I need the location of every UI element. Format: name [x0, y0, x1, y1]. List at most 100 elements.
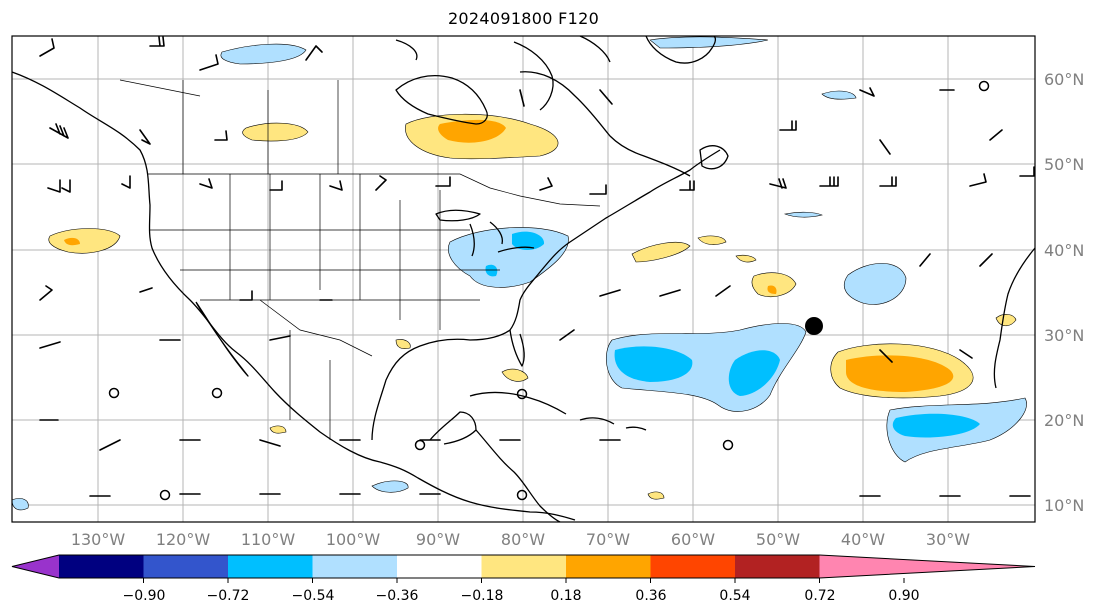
pos-anomaly-carib	[647, 491, 665, 500]
lake-erie	[497, 246, 535, 253]
pos-anomaly-mid1-core	[767, 285, 777, 294]
pos-anomaly-nw	[242, 122, 309, 142]
wind-barbs	[39, 36, 1035, 497]
pos-anomaly-pacific-core	[64, 237, 80, 246]
lat-label: 40°N	[1044, 241, 1084, 260]
coastlines	[11, 35, 1036, 523]
lon-axis-labels: 130°W 120°W 110°W 100°W 90°W 80°W 70°W 6…	[71, 530, 970, 549]
boundaries	[119, 79, 601, 440]
colorbar: −0.90 −0.72 −0.54 −0.36 −0.18 0.18 0.36 …	[11, 554, 1036, 604]
lon-label: 40°W	[841, 530, 885, 549]
neg-anomaly-atlantic-core	[614, 346, 693, 382]
colorbar-tick-label: 0.90	[888, 588, 919, 604]
lon-label: 80°W	[501, 530, 545, 549]
baja	[195, 301, 249, 377]
colorbar-tick-label: −0.90	[123, 588, 166, 604]
pos-anomaly-gulf	[501, 368, 529, 382]
colorbar-segment	[312, 555, 398, 578]
central-america	[475, 429, 561, 523]
newfoundland	[699, 145, 729, 170]
calm-markers	[108, 80, 990, 501]
colorbar-tick-label: 0.36	[635, 588, 666, 604]
lon-label: 60°W	[671, 530, 715, 549]
map-panel	[11, 35, 1036, 523]
arctic-2	[513, 41, 554, 111]
na-west-coast	[11, 71, 576, 521]
neg-anomaly-coast	[11, 498, 29, 511]
colorbar-tick-label: −0.72	[207, 588, 250, 604]
pos-anomaly-east-core	[846, 355, 954, 392]
arctic-3	[579, 35, 611, 63]
storm-marker	[805, 317, 823, 335]
hudson-bay	[395, 75, 488, 125]
pos-anomaly-hudson-core	[438, 119, 506, 143]
lon-label: 90°W	[416, 530, 460, 549]
neg-anomaly-east-core	[892, 413, 980, 438]
lon-label: 110°W	[241, 530, 296, 549]
neg-anomaly-band-north	[783, 211, 823, 218]
lat-label: 50°N	[1044, 155, 1084, 174]
neg-anomaly-atlantic-core2	[728, 350, 780, 396]
colorbar-tick-label: −0.18	[461, 588, 504, 604]
colorbar-segment	[566, 555, 651, 578]
neg-anomaly-lakes-core2	[485, 264, 498, 277]
puerto-rico	[625, 426, 647, 431]
pos-anomaly-pacific	[48, 228, 121, 254]
pos-anomaly-mid4	[735, 254, 757, 263]
lon-label: 130°W	[71, 530, 126, 549]
colorbar-segment	[397, 555, 482, 578]
neg-anomaly-lakes-core	[512, 231, 545, 250]
lat-label: 60°N	[1044, 70, 1084, 89]
map-title: 2024091800 F120	[447, 9, 600, 28]
arctic-1	[395, 39, 418, 61]
lon-label: 30°W	[926, 530, 970, 549]
colorbar-tick-label: −0.54	[292, 588, 335, 604]
colorbar-segment	[481, 555, 567, 578]
lon-label: 120°W	[156, 530, 211, 549]
colorbar-ticks	[143, 578, 905, 583]
cuba	[469, 391, 567, 415]
colorbar-segment	[143, 555, 229, 578]
colorbar-extend-min	[12, 555, 59, 578]
colorbar-outline	[11, 554, 1036, 579]
colorbar-tick-label: −0.36	[376, 588, 419, 604]
colorbar-segment	[650, 555, 736, 578]
neg-anomaly-mexico	[371, 480, 409, 493]
colorbar-tick-label: 0.72	[804, 588, 835, 604]
pos-anomaly-mexico	[269, 425, 287, 434]
colorbar-segment	[228, 555, 313, 578]
lon-label: 50°W	[756, 530, 800, 549]
colorbar-tick-label: 0.18	[550, 588, 581, 604]
lon-label: 70°W	[586, 530, 630, 549]
neg-anomaly-small-ne	[821, 90, 857, 100]
lon-label: 100°W	[326, 530, 381, 549]
colorbar-segments	[11, 554, 1036, 579]
pos-anomaly-mid1	[751, 272, 797, 297]
lat-label: 20°N	[1044, 411, 1084, 430]
lat-axis-labels: 10°N 20°N 30°N 40°N 50°N 60°N	[1044, 70, 1084, 515]
africa-coast	[993, 247, 1036, 389]
lake-huron	[489, 221, 504, 245]
neg-anomaly-greenland	[649, 36, 769, 49]
colorbar-tick-labels: −0.90 −0.72 −0.54 −0.36 −0.18 0.18 0.36 …	[123, 588, 920, 604]
yucatan	[429, 411, 477, 445]
pos-anomaly-mid3	[697, 235, 727, 245]
lat-label: 10°N	[1044, 496, 1084, 515]
hispaniola	[579, 417, 615, 425]
labrador	[519, 71, 691, 177]
lake-superior	[435, 209, 481, 222]
neg-anomaly-north	[220, 43, 307, 65]
neg-anomaly-mid	[844, 263, 907, 305]
colorbar-extend-max	[819, 555, 1035, 578]
florida	[509, 329, 525, 367]
greenland	[645, 35, 716, 64]
lat-label: 30°N	[1044, 326, 1084, 345]
anomaly-shading	[11, 36, 1027, 511]
colorbar-segment	[735, 555, 820, 578]
colorbar-tick-label: 0.54	[719, 588, 750, 604]
colorbar-segment	[59, 555, 144, 578]
pos-anomaly-florida	[395, 339, 411, 350]
lake-michigan	[469, 223, 475, 257]
pos-anomaly-mid2	[631, 242, 691, 263]
